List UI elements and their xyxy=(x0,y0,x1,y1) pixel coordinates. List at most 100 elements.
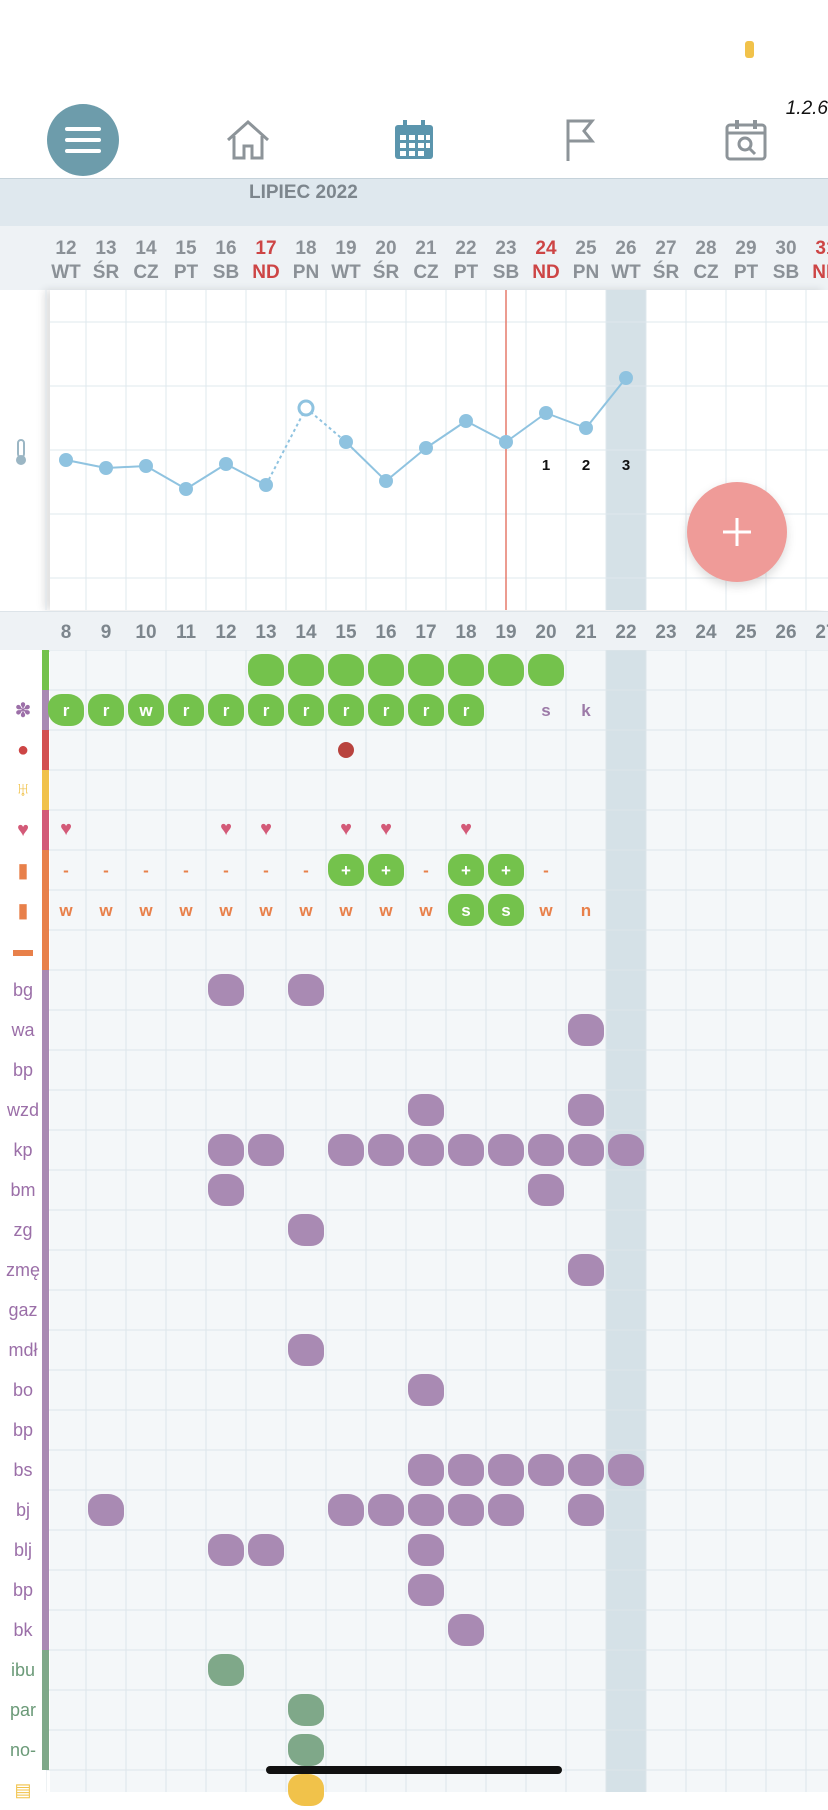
intercourse-heart-icon[interactable]: ♥ xyxy=(220,818,232,840)
fertile-marker[interactable] xyxy=(288,654,324,686)
symptom-marker[interactable] xyxy=(408,1374,444,1406)
mucus-marker[interactable] xyxy=(208,694,244,726)
mucus-marker[interactable] xyxy=(408,694,444,726)
fertile-marker[interactable] xyxy=(528,654,564,686)
day-number[interactable]: 18 xyxy=(295,238,317,259)
flag-button[interactable] xyxy=(544,104,616,176)
calendar-search-button[interactable] xyxy=(710,104,782,176)
symptom-marker[interactable] xyxy=(408,1134,444,1166)
medication-marker[interactable] xyxy=(288,1734,324,1766)
symptom-marker[interactable] xyxy=(408,1534,444,1566)
symptom-marker[interactable] xyxy=(568,1494,604,1526)
symptom-marker[interactable] xyxy=(608,1454,644,1486)
test-marker[interactable] xyxy=(488,894,524,926)
day-number[interactable]: 13 xyxy=(95,238,117,259)
row-label[interactable]: bs xyxy=(0,1450,46,1490)
row-label[interactable]: bp xyxy=(0,1050,46,1090)
symptom-marker[interactable] xyxy=(368,1494,404,1526)
mucus-marker[interactable] xyxy=(168,694,204,726)
test-positive-marker[interactable] xyxy=(328,854,364,886)
day-number[interactable]: 14 xyxy=(135,238,157,259)
row-label[interactable]: bo xyxy=(0,1370,46,1410)
row-label[interactable]: zg xyxy=(0,1210,46,1250)
mucus-icon[interactable]: ✽ xyxy=(0,690,46,730)
green-row-marker[interactable] xyxy=(0,650,46,690)
row-label[interactable]: zmę xyxy=(0,1250,46,1290)
row-label[interactable]: bj xyxy=(0,1490,46,1530)
symptom-marker[interactable] xyxy=(208,1174,244,1206)
home-button[interactable] xyxy=(212,104,284,176)
day-number[interactable]: 23 xyxy=(495,238,517,259)
heart-icon[interactable]: ♥ xyxy=(0,810,46,850)
day-number[interactable]: 24 xyxy=(535,238,557,259)
fertile-marker[interactable] xyxy=(448,654,484,686)
row-label[interactable]: par xyxy=(0,1690,46,1730)
uterus-icon[interactable]: ♅ xyxy=(0,770,46,810)
symptom-marker[interactable] xyxy=(568,1254,604,1286)
day-number[interactable]: 28 xyxy=(695,238,717,259)
symptom-marker[interactable] xyxy=(448,1494,484,1526)
row-label[interactable]: no- xyxy=(0,1730,46,1770)
mucus-marker[interactable] xyxy=(328,694,364,726)
test-positive-marker[interactable] xyxy=(448,854,484,886)
mucus-marker[interactable] xyxy=(48,694,84,726)
symptom-marker[interactable] xyxy=(208,1134,244,1166)
day-number[interactable]: 29 xyxy=(735,238,757,259)
medication-marker[interactable] xyxy=(288,1694,324,1726)
symptom-marker[interactable] xyxy=(568,1094,604,1126)
intercourse-heart-icon[interactable]: ♥ xyxy=(260,818,272,840)
row-label[interactable]: bp xyxy=(0,1410,46,1450)
mucus-marker[interactable] xyxy=(448,694,484,726)
test-positive-marker[interactable] xyxy=(488,854,524,886)
fertile-marker[interactable] xyxy=(248,654,284,686)
day-number[interactable]: 30 xyxy=(775,238,797,259)
day-number[interactable]: 31 xyxy=(815,238,828,259)
symptom-marker[interactable] xyxy=(448,1614,484,1646)
calendar-button[interactable] xyxy=(378,104,450,176)
symptom-marker[interactable] xyxy=(248,1534,284,1566)
row-label[interactable]: wzd xyxy=(0,1090,46,1130)
day-number[interactable]: 20 xyxy=(375,238,397,259)
row-label[interactable]: bg xyxy=(0,970,46,1010)
row-label[interactable]: gaz xyxy=(0,1290,46,1330)
test-icon-2[interactable]: ▮ xyxy=(0,890,46,930)
symptom-marker[interactable] xyxy=(528,1174,564,1206)
row-label[interactable]: bp xyxy=(0,1570,46,1610)
symptom-marker[interactable] xyxy=(208,974,244,1006)
day-number[interactable]: 12 xyxy=(55,238,77,259)
medication-marker[interactable] xyxy=(208,1654,244,1686)
row-label[interactable]: kp xyxy=(0,1130,46,1170)
symptom-marker[interactable] xyxy=(528,1454,564,1486)
intercourse-heart-icon[interactable]: ♥ xyxy=(380,818,392,840)
symptom-marker[interactable] xyxy=(568,1454,604,1486)
fertile-marker[interactable] xyxy=(408,654,444,686)
row-label[interactable]: bm xyxy=(0,1170,46,1210)
intercourse-heart-icon[interactable]: ♥ xyxy=(340,818,352,840)
row-label[interactable]: mdł xyxy=(0,1330,46,1370)
symptom-marker[interactable] xyxy=(288,1214,324,1246)
row-label[interactable]: wa xyxy=(0,1010,46,1050)
menu-button[interactable] xyxy=(47,104,119,176)
row-label[interactable]: blj xyxy=(0,1530,46,1570)
symptom-marker[interactable] xyxy=(288,974,324,1006)
fertile-marker[interactable] xyxy=(368,654,404,686)
symptom-marker[interactable] xyxy=(448,1454,484,1486)
day-number[interactable]: 27 xyxy=(655,238,677,259)
day-number[interactable]: 19 xyxy=(335,238,357,259)
thermometer-strip-icon[interactable]: ▬ xyxy=(0,930,46,970)
mucus-marker[interactable] xyxy=(128,694,164,726)
symptom-marker[interactable] xyxy=(408,1454,444,1486)
symptom-marker[interactable] xyxy=(368,1134,404,1166)
fertile-marker[interactable] xyxy=(488,654,524,686)
test-positive-marker[interactable] xyxy=(368,854,404,886)
intercourse-heart-icon[interactable]: ♥ xyxy=(460,818,472,840)
day-number[interactable]: 21 xyxy=(415,238,437,259)
add-entry-button[interactable] xyxy=(687,482,787,582)
symptom-marker[interactable] xyxy=(488,1454,524,1486)
symptom-marker[interactable] xyxy=(248,1134,284,1166)
symptom-marker[interactable] xyxy=(288,1334,324,1366)
row-label[interactable]: ibu xyxy=(0,1650,46,1690)
mucus-marker[interactable] xyxy=(368,694,404,726)
symptom-marker[interactable] xyxy=(608,1134,644,1166)
day-number[interactable]: 16 xyxy=(215,238,237,259)
